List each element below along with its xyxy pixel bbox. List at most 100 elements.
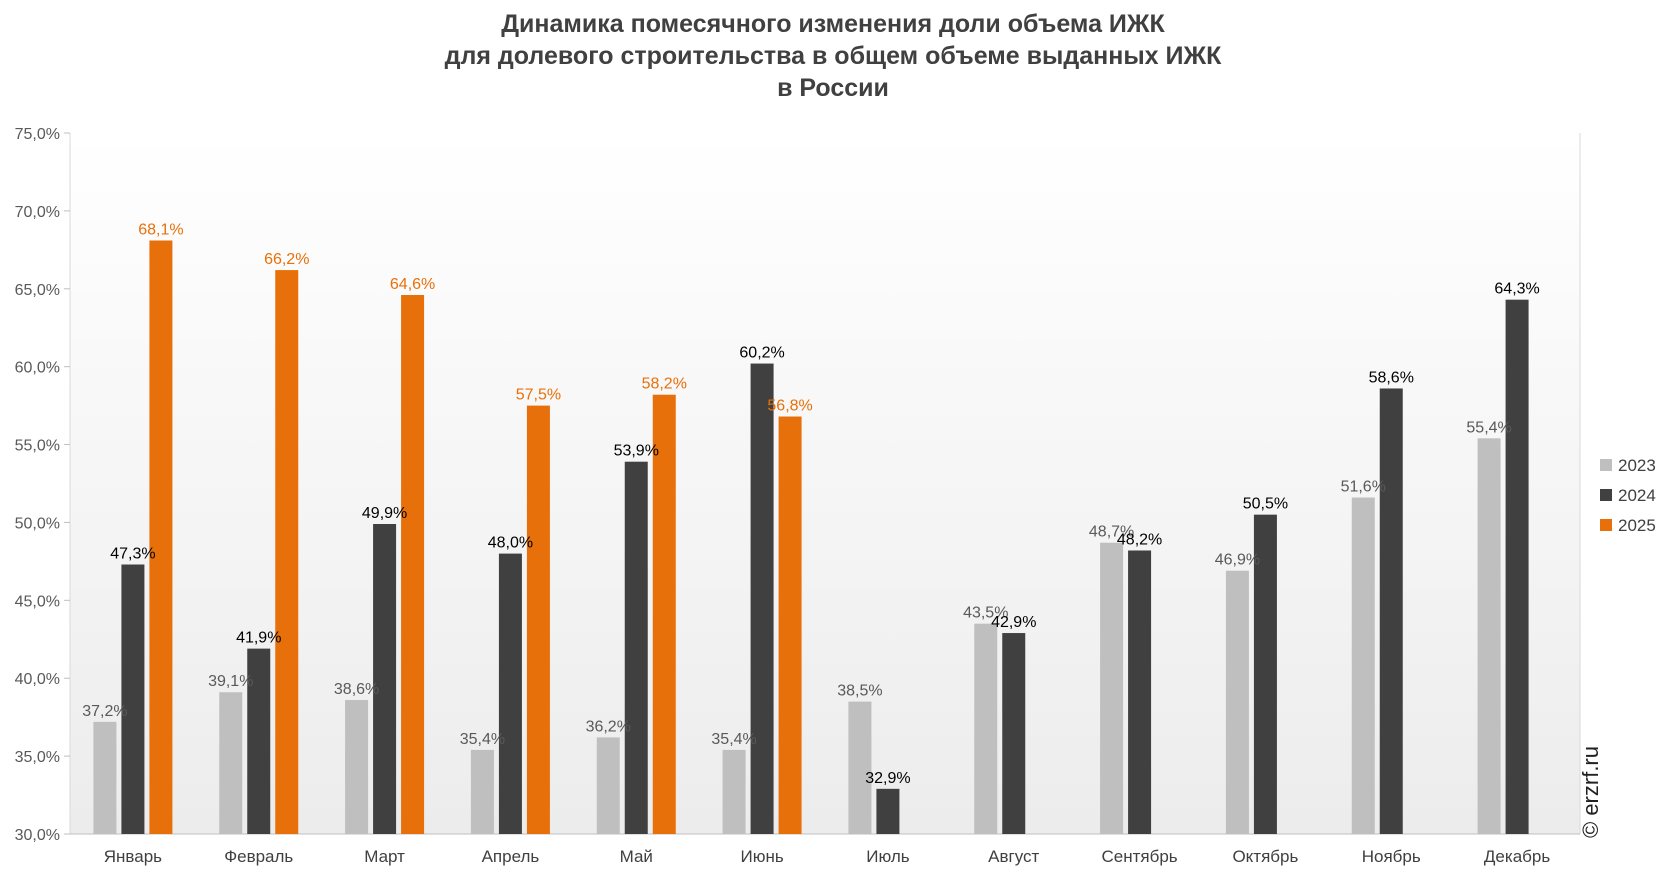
x-tick-label: Октябрь	[1232, 847, 1298, 866]
data-label-2025: 68,1%	[138, 221, 183, 238]
bar-2023	[470, 749, 494, 834]
legend-swatch-2024	[1600, 489, 1612, 501]
bar-2025	[149, 240, 173, 834]
y-tick-label: 75,0%	[15, 126, 60, 143]
bar-2023	[596, 737, 620, 834]
bar-2023	[1225, 570, 1249, 834]
bar-2023	[345, 700, 369, 834]
x-tick-label: Август	[988, 847, 1039, 866]
data-label-2023: 36,2%	[586, 718, 631, 735]
data-label-2023: 38,5%	[837, 683, 882, 700]
bar-2024	[1128, 550, 1152, 834]
legend-swatch-2023	[1600, 459, 1612, 471]
bar-2024	[1505, 299, 1529, 834]
data-label-2023: 46,9%	[1215, 552, 1260, 569]
data-label-2024: 49,9%	[362, 505, 407, 522]
data-label-2025: 66,2%	[264, 251, 309, 268]
legend-label-2025: 2025	[1618, 516, 1656, 535]
data-labels: 37,2% 47,3% 68,1% 39,1% 41,9% 66,2% 38,6% 49,9%…	[82, 221, 1540, 786]
bar-2024	[750, 363, 774, 834]
bar-2025	[401, 295, 425, 834]
data-label-2023: 39,1%	[208, 673, 253, 690]
bar-2024	[1002, 633, 1026, 834]
data-label-2024: 32,9%	[865, 770, 910, 787]
bar-2025	[778, 416, 802, 834]
data-label-2025: 64,6%	[390, 276, 435, 293]
data-label-2024: 47,3%	[110, 546, 155, 563]
data-label-2024: 50,5%	[1243, 496, 1288, 513]
x-tick-label: Май	[620, 847, 653, 866]
chart-title-line-3: в России	[777, 74, 889, 102]
bar-2025	[526, 405, 550, 834]
data-label-2025: 58,2%	[642, 376, 687, 393]
data-label-2023: 55,4%	[1466, 419, 1511, 436]
bar-2024	[121, 564, 145, 834]
x-tick-label: Январь	[104, 847, 162, 866]
bar-2023	[219, 692, 243, 834]
watermark: © erzrf.ru	[1578, 746, 1603, 838]
bar-2023	[722, 749, 746, 834]
data-label-2023: 35,4%	[460, 731, 505, 748]
data-label-2023: 51,6%	[1341, 479, 1386, 496]
bar-2024	[624, 461, 648, 834]
y-tick-label: 50,0%	[15, 515, 60, 532]
bar-2024	[1253, 514, 1277, 834]
data-label-2024: 42,9%	[991, 614, 1036, 631]
y-tick-label: 30,0%	[15, 827, 60, 844]
x-tick-label: Декабрь	[1484, 847, 1550, 866]
y-tick-label: 35,0%	[15, 749, 60, 766]
data-label-2023: 43,5%	[963, 605, 1008, 622]
y-tick-label: 55,0%	[15, 438, 60, 455]
bar-2023	[1351, 497, 1375, 834]
y-axis-ticks: 30,0% 35,0% 40,0% 45,0% 50,0% 55,0% 60,0% 65,0%…	[15, 126, 70, 844]
x-tick-label: Сентябрь	[1101, 847, 1177, 866]
x-tick-label: Февраль	[224, 847, 293, 866]
x-tick-label: Июль	[866, 847, 910, 866]
data-label-2024: 41,9%	[236, 630, 281, 647]
legend-label-2024: 2024	[1618, 486, 1656, 505]
bar-2023	[93, 721, 117, 834]
y-tick-label: 40,0%	[15, 671, 60, 688]
x-tick-label: Июнь	[740, 847, 783, 866]
x-tick-label: Апрель	[482, 847, 540, 866]
data-label-2023: 38,6%	[334, 681, 379, 698]
data-label-2024: 48,2%	[1117, 531, 1162, 548]
legend-swatch-2025	[1600, 519, 1612, 531]
bar-2023	[974, 623, 998, 834]
y-tick-label: 65,0%	[15, 282, 60, 299]
legend: 2023 2024 2025	[1600, 456, 1656, 535]
bar-2025	[275, 270, 299, 834]
y-tick-label: 45,0%	[15, 593, 60, 610]
bar-2023	[1477, 438, 1501, 834]
data-label-2024: 60,2%	[739, 345, 784, 362]
y-tick-label: 70,0%	[15, 204, 60, 221]
data-label-2023: 48,7%	[1089, 524, 1134, 541]
chart-title: Динамика помесячного изменения доли объе…	[0, 8, 1666, 104]
bar-2024	[247, 648, 271, 834]
data-label-2024: 64,3%	[1494, 281, 1539, 298]
x-tick-label: Март	[364, 847, 405, 866]
data-label-2025: 57,5%	[516, 387, 561, 404]
plot-area-background	[70, 133, 1580, 834]
bars	[93, 240, 1529, 834]
bar-2024	[498, 553, 522, 834]
data-label-2023: 37,2%	[82, 703, 127, 720]
x-axis-labels: Январь Февраль Март Апрель Май Июнь Июль Август…	[104, 847, 1551, 866]
data-label-2024: 48,0%	[488, 535, 533, 552]
data-label-2023: 35,4%	[711, 731, 756, 748]
bar-2024	[1379, 388, 1403, 834]
chart-title-line-2: для долевого строительства в общем объем…	[444, 42, 1222, 70]
bar-2025	[652, 394, 676, 834]
bar-2023	[848, 701, 872, 834]
legend-label-2023: 2023	[1618, 456, 1656, 475]
x-tick-label: Ноябрь	[1362, 847, 1421, 866]
bar-2024	[373, 524, 397, 834]
y-tick-label: 60,0%	[15, 360, 60, 377]
data-label-2024: 53,9%	[614, 443, 659, 460]
chart-title-line-1: Динамика помесячного изменения доли объе…	[501, 10, 1165, 38]
data-label-2024: 58,6%	[1369, 369, 1414, 386]
data-label-2025: 56,8%	[767, 398, 812, 415]
bar-2023	[1100, 542, 1124, 834]
